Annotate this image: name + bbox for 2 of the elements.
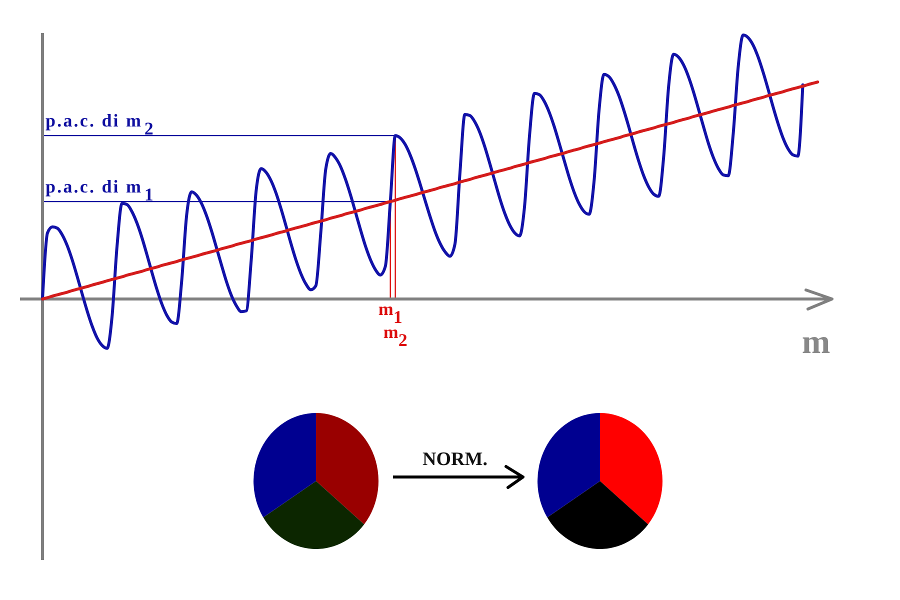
x-axis-title: m: [802, 324, 830, 361]
text: NORM.: [422, 449, 488, 470]
